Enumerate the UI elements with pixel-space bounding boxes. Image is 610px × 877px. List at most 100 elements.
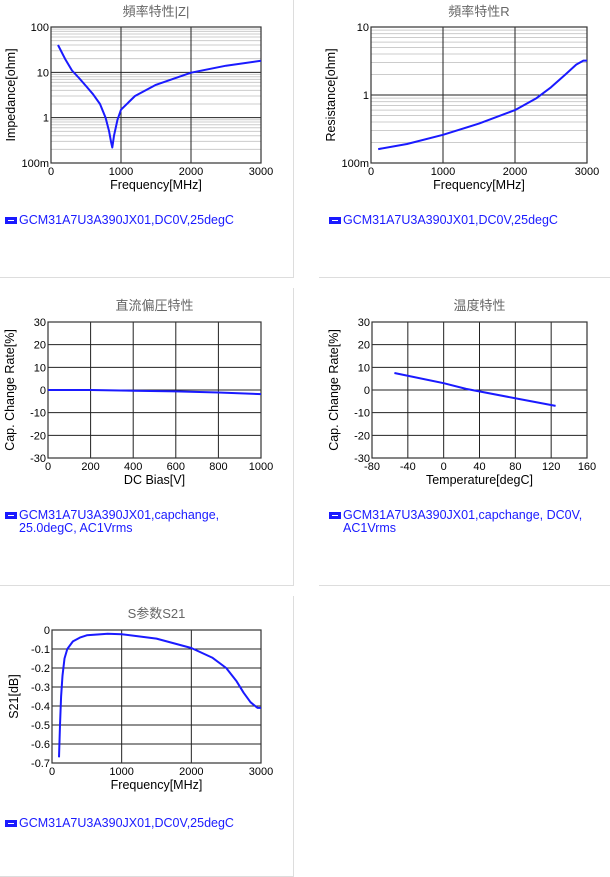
series-line (58, 632, 261, 758)
y-tick-label: -0.2 (31, 663, 50, 675)
y-tick-label: -10 (30, 408, 46, 420)
chart-svg: S参数S21 0 1000 2000 3000 -0.7 -0.6 -0.5 -0.4 -0.3 -… (7, 606, 273, 792)
chart-panel-impedance: 頻率特性|Z| 0 1000 2000 3000 100m 1 10 100 Frequency[… (0, 0, 294, 278)
plot-frame (51, 629, 262, 764)
y-tick-label: -20 (30, 430, 46, 442)
legend-label: GCM31A7U3A390JX01,DC0V,25degC (19, 213, 234, 227)
x-tick-label: 80 (509, 461, 521, 473)
series-line (57, 44, 262, 149)
y-tick-label: 30 (34, 317, 46, 329)
y-tick-label: 30 (358, 317, 370, 329)
y-tick-label: 1 (43, 113, 49, 125)
y-tick-label: 10 (34, 362, 46, 374)
chart-title: 頻率特性R (448, 4, 509, 19)
x-tick-label: 0 (368, 166, 374, 178)
legend[interactable]: GCM31A7U3A390JX01,capchange, 25.0degC, A… (5, 509, 230, 535)
y-tick-label: 10 (37, 67, 49, 79)
y-tick-label: -10 (354, 408, 370, 420)
x-axis-label: Temperature[degC] (426, 473, 533, 487)
series-line (48, 389, 262, 396)
x-tick-label: 3000 (575, 166, 599, 178)
y-tick-label: 100 (31, 22, 49, 34)
y-tick-label: -0.3 (31, 682, 50, 694)
x-axis-label: Frequency[MHz] (433, 178, 525, 192)
legend-label: GCM31A7U3A390JX01,capchange, 25.0degC, A… (19, 508, 220, 535)
legend-label: GCM31A7U3A390JX01,DC0V,25degC (19, 816, 234, 830)
chart-svg: 直流偏圧特性 0 200 400 600 800 1000 -30 -20 -10 0 10 20 30 D… (3, 298, 273, 487)
legend[interactable]: GCM31A7U3A390JX01,DC0V,25degC (5, 214, 275, 227)
x-tick-label: 120 (542, 461, 560, 473)
x-tick-label: 0 (45, 461, 51, 473)
x-tick-label: 0 (441, 461, 447, 473)
x-tick-label: 1000 (249, 461, 273, 473)
chart-svg: 頻率特性R 0 1000 2000 3000 100m 1 10 Frequency[MHz] R… (324, 4, 599, 192)
x-tick-label: 800 (209, 461, 227, 473)
x-tick-label: 600 (167, 461, 185, 473)
plot-frame (370, 26, 588, 164)
chart-panel-dc-bias: 直流偏圧特性 0 200 400 600 800 1000 -30 -20 -10 0 10 20 30 D… (0, 288, 294, 586)
x-tick-label: 2000 (179, 766, 203, 778)
x-axis-label: Frequency[MHz] (111, 778, 203, 792)
y-tick-label: 0 (44, 625, 50, 637)
x-tick-label: 3000 (249, 766, 273, 778)
legend[interactable]: GCM31A7U3A390JX01,DC0V,25degC (329, 214, 599, 227)
y-tick-label: 20 (34, 340, 46, 352)
chart-panel-resistance: 頻率特性R 0 1000 2000 3000 100m 1 10 Frequency[MHz] R… (319, 0, 610, 278)
x-tick-label: 0 (49, 766, 55, 778)
x-tick-label: 2000 (503, 166, 527, 178)
chart-svg: 頻率特性|Z| 0 1000 2000 3000 100m 1 10 100 Frequency[… (4, 4, 273, 192)
x-tick-label: -80 (364, 461, 380, 473)
chart-title: 温度特性 (453, 298, 505, 313)
series-line (394, 372, 556, 407)
legend-swatch-icon (329, 512, 341, 519)
y-tick-label: -0.7 (31, 758, 50, 770)
x-tick-label: 200 (81, 461, 99, 473)
x-tick-label: 2000 (179, 166, 203, 178)
y-tick-label: 0 (364, 385, 370, 397)
x-tick-label: 1000 (431, 166, 455, 178)
x-axis-label: Frequency[MHz] (110, 178, 202, 192)
series-line (378, 59, 587, 151)
y-axis-label: Resistance[ohm] (324, 48, 338, 141)
chart-title: S参数S21 (128, 606, 186, 621)
y-tick-label: 20 (358, 340, 370, 352)
x-tick-label: 400 (124, 461, 142, 473)
x-tick-label: 40 (473, 461, 485, 473)
x-tick-label: 3000 (249, 166, 273, 178)
y-axis-label: Cap. Change Rate[%] (327, 329, 341, 451)
chart-svg: 温度特性 -80 -40 0 40 80 120 160 -30 -20 -10 0 10 20 30 Tem… (327, 298, 596, 487)
x-tick-label: 0 (48, 166, 54, 178)
legend[interactable]: GCM31A7U3A390JX01,capchange, DC0V, AC1Vr… (329, 509, 599, 535)
y-axis-label: Cap. Change Rate[%] (3, 329, 17, 451)
legend-label: GCM31A7U3A390JX01,DC0V,25degC (343, 213, 558, 227)
x-tick-label: 1000 (109, 766, 133, 778)
legend-label: GCM31A7U3A390JX01,capchange, DC0V, AC1Vr… (343, 508, 583, 535)
x-axis-label: DC Bias[V] (124, 473, 185, 487)
chart-panel-temperature: 温度特性 -80 -40 0 40 80 120 160 -30 -20 -10 0 10 20 30 Tem… (319, 288, 610, 586)
chart-panel-s21: S参数S21 0 1000 2000 3000 -0.7 -0.6 -0.5 -0.4 -0.3 -… (0, 596, 294, 877)
y-tick-label: -0.4 (31, 701, 50, 713)
legend[interactable]: GCM31A7U3A390JX01,DC0V,25degC (5, 817, 275, 830)
y-tick-label: 0 (40, 385, 46, 397)
x-tick-label: -40 (400, 461, 416, 473)
y-tick-label: 100m (341, 158, 369, 170)
y-tick-label: -20 (354, 430, 370, 442)
y-tick-label: 1 (363, 90, 369, 102)
plot-frame (50, 26, 262, 164)
y-tick-label: -0.1 (31, 644, 50, 656)
legend-swatch-icon (5, 512, 17, 519)
legend-swatch-icon (329, 217, 341, 224)
y-tick-label: -30 (354, 453, 370, 465)
chart-title: 頻率特性|Z| (123, 4, 190, 19)
x-tick-label: 160 (578, 461, 596, 473)
y-axis-label: S21[dB] (7, 674, 21, 718)
y-tick-label: -30 (30, 453, 46, 465)
y-tick-label: 100m (21, 158, 49, 170)
y-tick-label: 10 (358, 362, 370, 374)
chart-title: 直流偏圧特性 (115, 298, 193, 313)
legend-swatch-icon (5, 217, 17, 224)
legend-swatch-icon (5, 820, 17, 827)
y-tick-label: -0.5 (31, 720, 50, 732)
y-tick-label: 10 (357, 22, 369, 34)
y-axis-label: Impedance[ohm] (4, 48, 18, 141)
